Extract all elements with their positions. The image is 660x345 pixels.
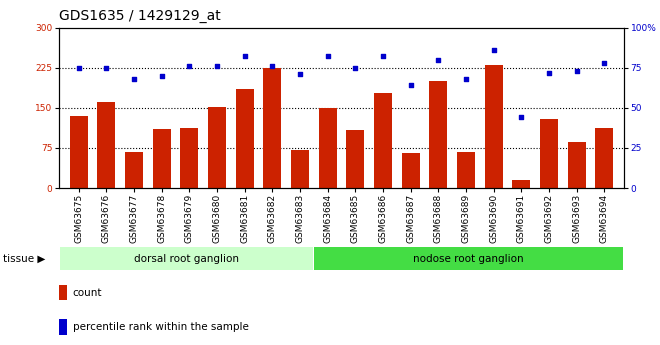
Point [378, 54, 388, 59]
Text: percentile rank within the sample: percentile rank within the sample [73, 322, 248, 332]
Point [184, 63, 195, 69]
Bar [125, 152, 143, 188]
Point [516, 115, 527, 120]
Text: dorsal root ganglion: dorsal root ganglion [134, 254, 239, 264]
Point [599, 60, 610, 66]
Bar [180, 128, 199, 188]
Point [544, 70, 554, 75]
Point [350, 65, 360, 70]
Bar [402, 153, 420, 188]
Bar [540, 119, 558, 188]
Point [323, 54, 333, 59]
Point [73, 65, 84, 70]
Text: count: count [73, 288, 102, 297]
Text: tissue ▶: tissue ▶ [3, 254, 46, 264]
Bar [484, 65, 503, 188]
Point [433, 57, 444, 62]
Bar [98, 102, 115, 188]
FancyBboxPatch shape [314, 247, 623, 270]
Text: GDS1635 / 1429129_at: GDS1635 / 1429129_at [59, 9, 221, 23]
Bar [236, 89, 253, 188]
Point [488, 47, 499, 53]
Bar [319, 108, 337, 188]
Point [572, 68, 582, 74]
Bar [568, 141, 585, 188]
Bar [346, 130, 364, 188]
Point [461, 76, 471, 82]
Point [129, 76, 139, 82]
Point [212, 63, 222, 69]
Bar [152, 129, 171, 188]
Bar [208, 107, 226, 188]
Text: nodose root ganglion: nodose root ganglion [413, 254, 524, 264]
Point [267, 63, 278, 69]
Bar [595, 128, 613, 188]
Point [240, 54, 250, 59]
Bar [457, 152, 475, 188]
Bar [430, 81, 447, 188]
Point [156, 73, 167, 78]
Bar [263, 68, 281, 188]
Point [405, 82, 416, 88]
Bar [374, 93, 392, 188]
Bar [70, 116, 88, 188]
Point [101, 65, 112, 70]
Point [295, 71, 306, 77]
FancyBboxPatch shape [60, 247, 313, 270]
Bar [291, 149, 309, 188]
Bar [512, 180, 531, 188]
